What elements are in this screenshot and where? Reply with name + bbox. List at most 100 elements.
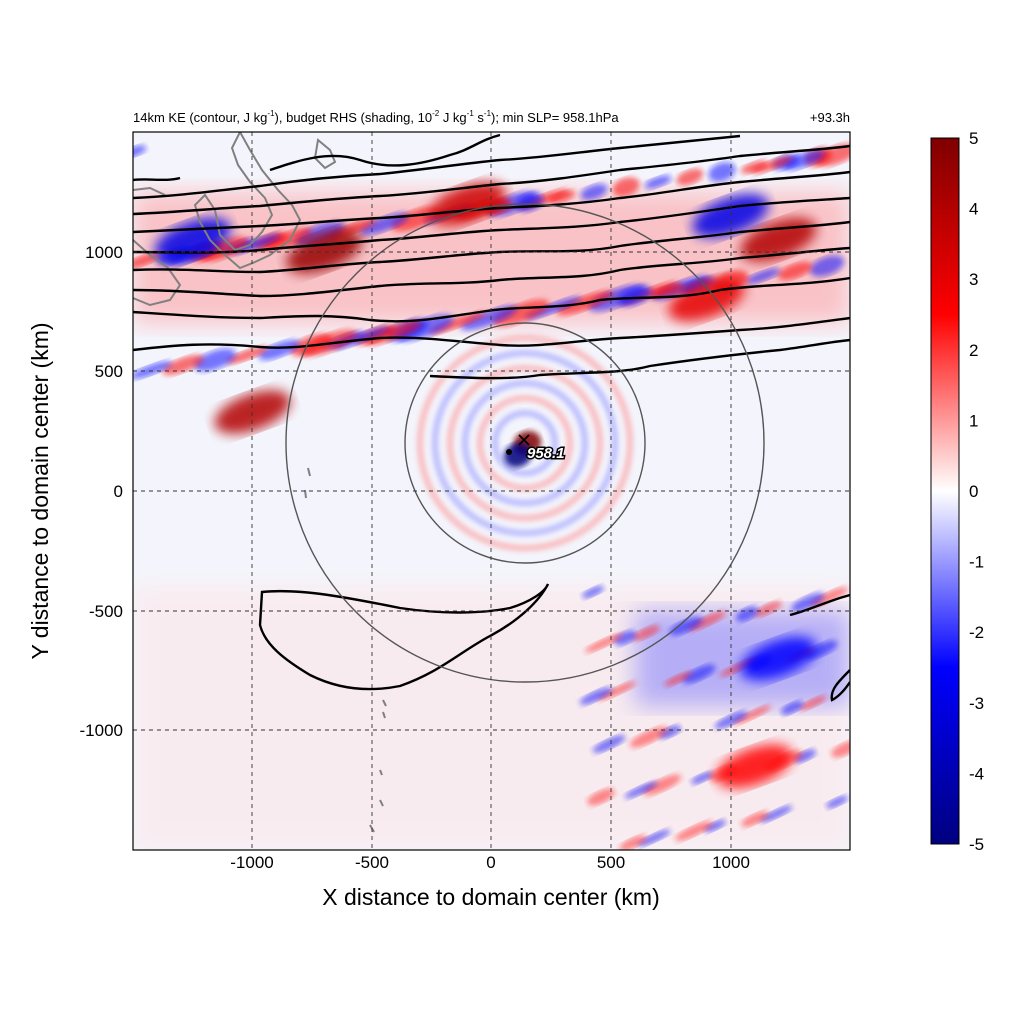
shading-streak — [133, 145, 147, 159]
x-tick-label: -1000 — [230, 853, 273, 872]
shading-streak — [617, 285, 653, 307]
x-tick-labels: -1000 -500 0 500 1000 — [230, 853, 750, 872]
shading-streak — [690, 771, 714, 785]
colorbar — [930, 137, 960, 845]
shading-streak — [579, 687, 613, 705]
shading-streak — [587, 788, 615, 806]
shading-streak — [751, 156, 793, 174]
shading-feature — [740, 636, 817, 681]
shading-streak — [703, 819, 727, 833]
shading-streak — [580, 183, 608, 201]
shading-streak — [584, 633, 624, 653]
shading-streak — [741, 811, 769, 827]
shading-streak — [732, 705, 772, 725]
shading-streak — [460, 305, 518, 331]
shading-streak — [637, 829, 671, 847]
shading-streak — [162, 355, 204, 375]
y-tick-labels: -1000 -500 0 500 1000 — [80, 243, 123, 740]
x-axis-label: X distance to domain center (km) — [322, 884, 659, 910]
shading-streak — [669, 616, 703, 636]
storm-center-marker: 958.1 — [506, 434, 566, 464]
chart-title: 14km KE (contour, J kg-1), budget RHS (s… — [133, 109, 619, 126]
colorbar-tick-label: -4 — [969, 764, 984, 783]
shading-streak — [642, 774, 682, 796]
shading-streak — [194, 348, 236, 372]
shading-streak — [799, 695, 827, 711]
shading-streak — [391, 206, 441, 232]
storm-ring — [417, 335, 633, 551]
shading-streak — [629, 726, 669, 748]
shading-streak — [783, 150, 825, 170]
shading-streak — [597, 681, 637, 701]
y-tick-label: -1000 — [80, 721, 123, 740]
shading-feature — [504, 442, 532, 468]
colorbar-ticks: 5 4 3 2 1 0 -1 -2 -3 -4 -5 — [969, 129, 984, 854]
shading-streak — [226, 346, 268, 364]
shading-streak — [581, 585, 605, 599]
storm-ring — [477, 395, 573, 491]
shading-streak — [658, 725, 682, 739]
shading-streak — [612, 177, 640, 197]
storm-ring — [492, 410, 558, 476]
shading-feature — [286, 229, 363, 274]
shading-streak — [231, 233, 281, 255]
ke-contours — [133, 133, 850, 702]
shading-streak — [674, 821, 714, 841]
shading-feature — [429, 182, 506, 226]
colorbar-tick-label: 4 — [969, 200, 978, 219]
colorbar-tick-label: 2 — [969, 341, 978, 360]
shading-streak — [825, 795, 849, 809]
colorbar-tick-label: 0 — [969, 482, 978, 501]
shading-layer — [133, 143, 850, 850]
colorbar-tick-label: -5 — [969, 835, 984, 854]
shading-streak — [708, 162, 736, 182]
shading-streak — [632, 625, 660, 641]
shading-streak — [759, 805, 793, 823]
shading-streak — [780, 701, 804, 715]
shading-streak — [676, 168, 704, 186]
shading-streak — [831, 740, 850, 758]
shading-streak — [777, 261, 813, 281]
storm-min-slp-label: 958.1 — [527, 445, 565, 462]
shading-streak — [199, 236, 249, 262]
plot-frame — [132, 131, 851, 851]
forecast-hour-label: +93.3h — [809, 110, 850, 125]
y-tick-label: 1000 — [85, 243, 123, 262]
shading-feature — [740, 217, 817, 262]
shading-streak — [809, 255, 845, 277]
shading-streak — [133, 361, 172, 379]
shading-streak — [396, 314, 454, 342]
shading-streak — [815, 143, 850, 167]
colorbar-tick-label: -3 — [969, 694, 984, 713]
shading-streak — [682, 664, 716, 684]
x-tick-label: 500 — [597, 853, 625, 872]
shading-streak — [740, 160, 768, 174]
shading-feature — [214, 390, 291, 434]
radius-circles — [285, 203, 765, 683]
shading-streak — [649, 283, 685, 299]
shading-streak — [791, 592, 825, 612]
y-tick-label: 500 — [95, 362, 123, 381]
colorbar-tick-label: 1 — [969, 411, 978, 430]
storm-ring — [447, 365, 603, 521]
shading-streak — [664, 671, 692, 687]
shading-streak — [754, 601, 782, 617]
shading-streak — [735, 606, 759, 622]
shading-streak — [793, 749, 817, 763]
storm-ring — [462, 380, 588, 506]
shading-streak — [624, 781, 658, 799]
shading-streak — [592, 735, 626, 753]
radius-circle-500km — [404, 322, 646, 564]
shading-streak — [548, 190, 576, 204]
shading-streak — [745, 268, 781, 284]
colorbar-tick-label: 5 — [969, 129, 978, 148]
coastline — [133, 132, 387, 833]
colorbar-tick-label: 3 — [969, 270, 978, 289]
y-tick-label: 0 — [114, 482, 123, 501]
colorbar-tick-label: -1 — [969, 553, 984, 572]
x-tick-label: 1000 — [712, 853, 750, 872]
shading-feature — [716, 744, 793, 788]
y-axis-label: Y distance to domain center (km) — [27, 322, 53, 659]
x-tick-label: 0 — [486, 853, 495, 872]
